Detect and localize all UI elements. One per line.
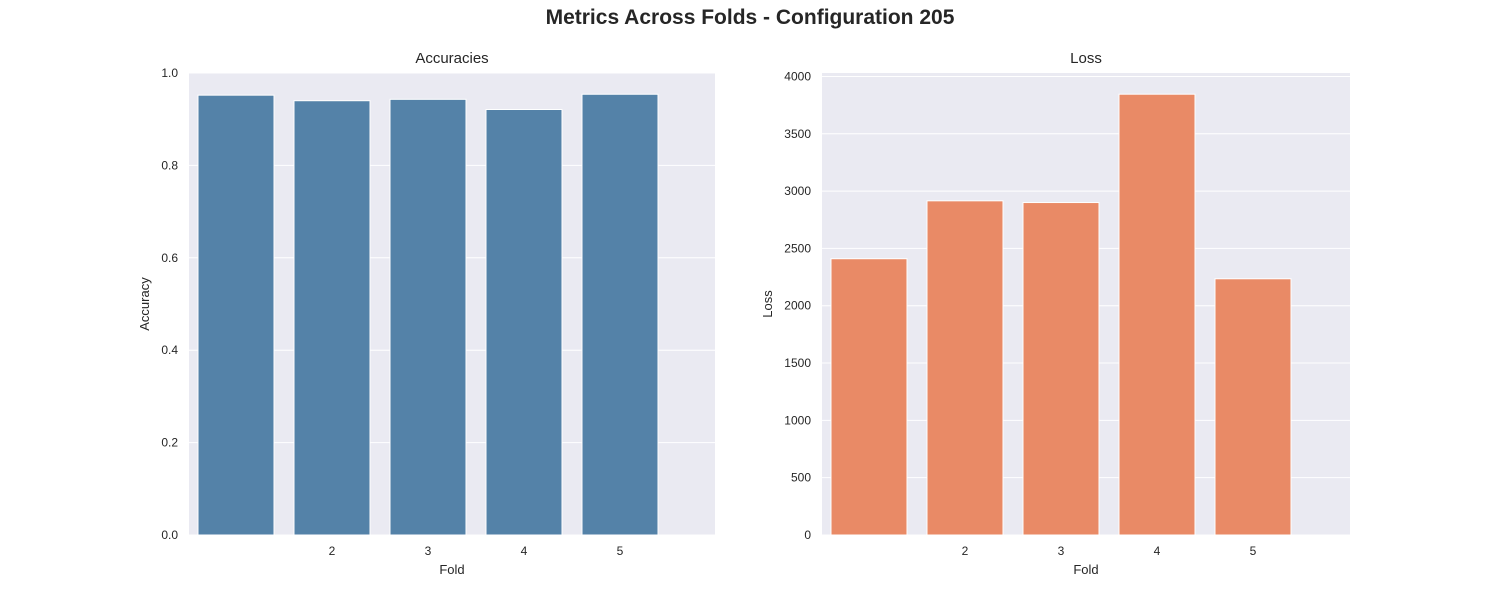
y-tick-label: 0.8: [161, 158, 178, 172]
chart-title: Loss: [1070, 50, 1102, 67]
y-tick-label: 0.0: [161, 528, 178, 542]
plot-area: [189, 72, 715, 536]
y-tick-label: 1000: [784, 413, 811, 427]
x-tick-label: 5: [1250, 544, 1257, 558]
y-tick-label: 1500: [784, 356, 811, 370]
bar: [1022, 202, 1100, 536]
x-axis-label: Fold: [439, 562, 464, 577]
bar: [197, 94, 275, 536]
x-tick-label: 5: [617, 544, 624, 558]
y-tick-label: 3500: [784, 127, 811, 141]
y-tick-label: 0.4: [161, 343, 178, 357]
y-tick-label: 3000: [784, 184, 811, 198]
bar: [926, 200, 1004, 536]
plot-area: [822, 73, 1350, 536]
figure-title: Metrics Across Folds - Configuration 205: [545, 6, 955, 29]
x-tick-label: 4: [521, 544, 528, 558]
y-tick-label: 2500: [784, 241, 811, 255]
x-tick-label: 4: [1154, 544, 1161, 558]
chart-title: Accuracies: [415, 50, 488, 67]
bar: [1214, 278, 1292, 536]
y-tick-label: 4000: [784, 69, 811, 83]
x-tick-label: 2: [329, 544, 336, 558]
x-tick-label: 2: [962, 544, 969, 558]
x-axis-label: Fold: [1073, 562, 1098, 577]
bar: [485, 108, 563, 536]
y-tick-label: 0.6: [161, 251, 178, 265]
y-tick-label: 500: [791, 471, 811, 485]
bar: [293, 100, 371, 536]
y-tick-label: 0.2: [161, 436, 178, 450]
bar: [389, 98, 467, 536]
x-tick-label: 3: [425, 544, 432, 558]
bar: [581, 93, 659, 536]
y-axis-label: Accuracy: [137, 277, 152, 331]
bar: [1118, 93, 1196, 536]
accuracies-chart: Accuracies Fold Accuracy 0.0 0.2 0.4 0.6 0.8…: [137, 50, 715, 577]
y-tick-label: 1.0: [161, 66, 178, 80]
y-axis-label: Loss: [760, 290, 775, 318]
y-tick-label: 0: [804, 528, 811, 542]
bar: [830, 258, 908, 536]
x-tick-label: 3: [1058, 544, 1065, 558]
y-tick-label: 2000: [784, 299, 811, 313]
